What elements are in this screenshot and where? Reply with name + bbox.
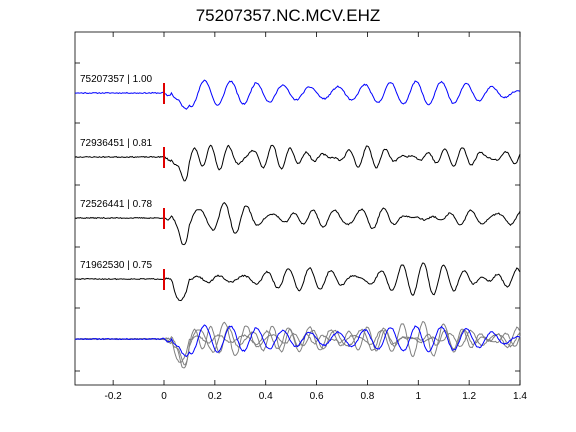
trace-line: [74, 201, 521, 246]
trace-label: 71962530 | 0.75: [80, 260, 153, 271]
trace-line: [74, 144, 521, 182]
trace-line: [75, 262, 521, 302]
stacked-trace: [74, 325, 521, 366]
axes-frame: [74, 31, 521, 386]
stacked-trace: [75, 321, 521, 363]
x-tick-label: 0.8: [360, 391, 374, 402]
trace-label: 75207357 | 1.00: [80, 74, 153, 85]
stacked-trace: [74, 321, 521, 369]
x-tick-label: 0: [161, 391, 167, 402]
trace-label: 72526441 | 0.78: [80, 199, 153, 210]
trace-line: [75, 79, 521, 110]
x-tick-label: -0.2: [105, 391, 123, 402]
x-tick-label: 0.4: [259, 391, 273, 402]
x-tick-label: 0.2: [208, 391, 222, 402]
x-tick-label: 1.2: [462, 391, 476, 402]
x-tick-label: 1: [416, 391, 422, 402]
x-tick-label: 1.4: [513, 391, 527, 402]
x-tick-label: 0.6: [310, 391, 324, 402]
trace-label: 72936451 | 0.81: [80, 138, 153, 149]
stacked-trace: [74, 324, 521, 358]
chart-title: 75207357.NC.MCV.EHZ: [195, 6, 381, 25]
